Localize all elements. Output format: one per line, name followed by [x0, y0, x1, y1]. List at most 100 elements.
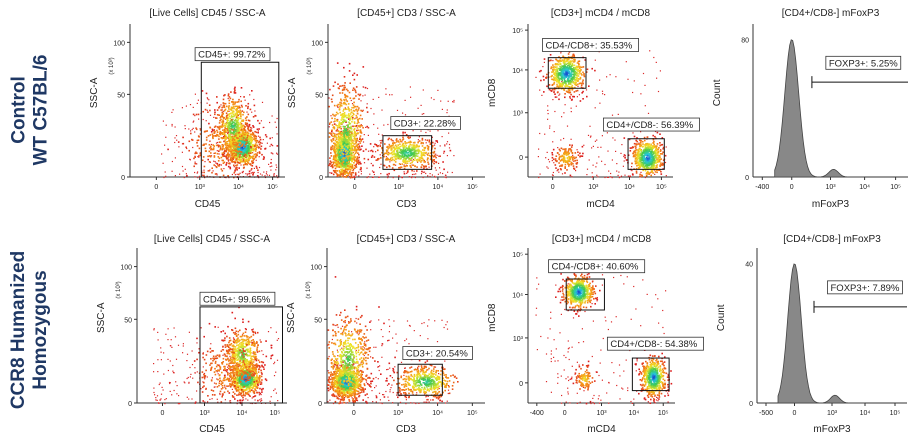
event-dot [222, 102, 225, 104]
event-dot [332, 85, 335, 87]
event-dot [570, 93, 572, 96]
event-dot [216, 150, 218, 152]
event-dot [635, 170, 638, 173]
event-dot [330, 98, 333, 101]
event-dot [425, 151, 427, 154]
event-dot [550, 90, 553, 92]
event-dot [360, 168, 362, 170]
event-dot [222, 144, 225, 147]
event-dot [216, 174, 218, 176]
event-dot [353, 135, 355, 138]
event-dot [635, 143, 637, 145]
event-dot [346, 162, 349, 165]
event-dot [355, 159, 358, 162]
event-dot [215, 144, 218, 147]
event-dot [247, 135, 250, 137]
event-dot [395, 164, 397, 166]
event-dot [171, 170, 173, 172]
event-dot [569, 75, 572, 78]
event-dot [351, 160, 353, 162]
event-dot [275, 126, 277, 128]
event-dot [237, 128, 239, 130]
event-dot [403, 165, 406, 168]
event-dot [567, 53, 570, 55]
event-dot [355, 133, 357, 136]
event-dot [405, 160, 407, 163]
event-dot [402, 138, 405, 140]
event-dot [366, 106, 368, 109]
event-dot [348, 115, 351, 117]
event-dot [339, 85, 341, 87]
event-dot [631, 147, 633, 149]
event-dot [361, 110, 364, 112]
event-dot [238, 150, 241, 153]
event-dot [550, 75, 552, 78]
event-dot [413, 153, 415, 156]
event-dot [553, 83, 555, 85]
event-dot [552, 171, 554, 174]
event-dot [222, 159, 224, 162]
event-dot [572, 60, 574, 62]
event-dot [571, 98, 573, 101]
event-dot [338, 137, 341, 139]
event-dot [377, 158, 379, 160]
event-dot [599, 102, 601, 104]
event-dot [589, 136, 592, 138]
event-dot [343, 166, 345, 169]
event-dot [391, 167, 394, 169]
event-dot [576, 73, 579, 75]
event-dot [254, 150, 257, 152]
event-dot [223, 129, 226, 131]
event-dot [399, 145, 402, 148]
event-dot [573, 81, 576, 84]
event-dot [345, 141, 347, 143]
event-dot [242, 158, 245, 161]
event-dot [337, 112, 339, 115]
event-dot [433, 98, 435, 101]
event-dot [538, 148, 540, 150]
event-dot [611, 177, 613, 179]
event-dot [385, 152, 387, 154]
event-dot [248, 140, 250, 143]
event-dot [623, 155, 625, 158]
event-dot [563, 78, 566, 81]
event-dot [227, 147, 229, 149]
event-dot [346, 141, 349, 143]
event-dot [548, 84, 551, 86]
event-dot [373, 173, 375, 176]
event-dot [242, 130, 244, 133]
event-dot [353, 131, 356, 133]
event-dot [335, 136, 338, 139]
event-dot [381, 151, 383, 154]
event-dot [407, 149, 409, 151]
event-dot [586, 95, 588, 98]
event-dot [224, 108, 227, 111]
event-dot [227, 144, 229, 147]
event-dot [404, 131, 406, 134]
event-dot [614, 139, 616, 141]
event-dot [330, 121, 333, 123]
event-dot [596, 162, 598, 164]
event-dot [226, 162, 228, 164]
event-dot [338, 124, 341, 127]
event-dot [355, 158, 358, 160]
event-dot [349, 165, 351, 168]
event-dot [213, 145, 215, 147]
event-dot [609, 74, 611, 76]
event-dot [434, 167, 436, 169]
y-axis-label: mCD8 [487, 78, 498, 107]
event-dot [415, 149, 417, 152]
event-dot [580, 72, 582, 75]
event-dot [233, 147, 235, 149]
event-dot [338, 169, 341, 172]
event-dot [226, 114, 229, 116]
event-dot [244, 161, 246, 163]
event-dot [339, 104, 342, 107]
event-dot [386, 158, 389, 161]
event-dot [424, 161, 426, 163]
event-dot [554, 110, 556, 113]
event-dot [566, 58, 569, 60]
event-dot [252, 152, 254, 154]
event-dot [414, 176, 416, 179]
event-dot [207, 170, 209, 172]
